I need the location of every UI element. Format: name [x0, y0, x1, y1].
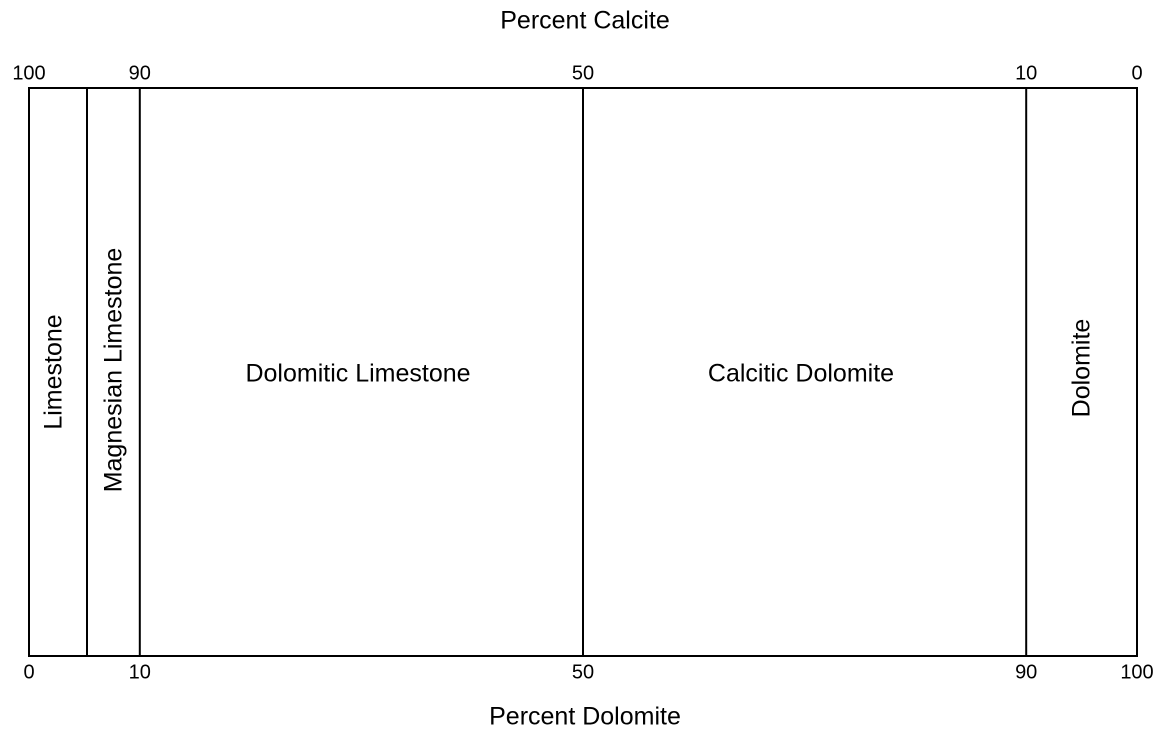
- top-tick-label: 50: [572, 62, 594, 84]
- zone-label: Dolomite: [1068, 319, 1096, 418]
- zone-label: Limestone: [40, 314, 68, 429]
- zone-label: Dolomitic Limestone: [245, 360, 470, 388]
- bottom-tick-label: 90: [1015, 661, 1037, 683]
- zone-label: Magnesian Limestone: [100, 248, 128, 493]
- top-axis-title: Percent Calcite: [500, 7, 670, 35]
- zone-label: Calcitic Dolomite: [708, 360, 894, 388]
- bottom-tick-label: 10: [129, 661, 151, 683]
- bottom-axis-title: Percent Dolomite: [489, 703, 681, 731]
- top-tick-label: 90: [129, 62, 151, 84]
- bottom-tick-label: 100: [1120, 661, 1153, 683]
- bottom-tick-label: 50: [572, 661, 594, 683]
- top-tick-label: 10: [1015, 62, 1037, 84]
- bottom-tick-label: 0: [23, 661, 34, 683]
- top-tick-label: 100: [12, 62, 45, 84]
- top-tick-label: 0: [1131, 62, 1142, 84]
